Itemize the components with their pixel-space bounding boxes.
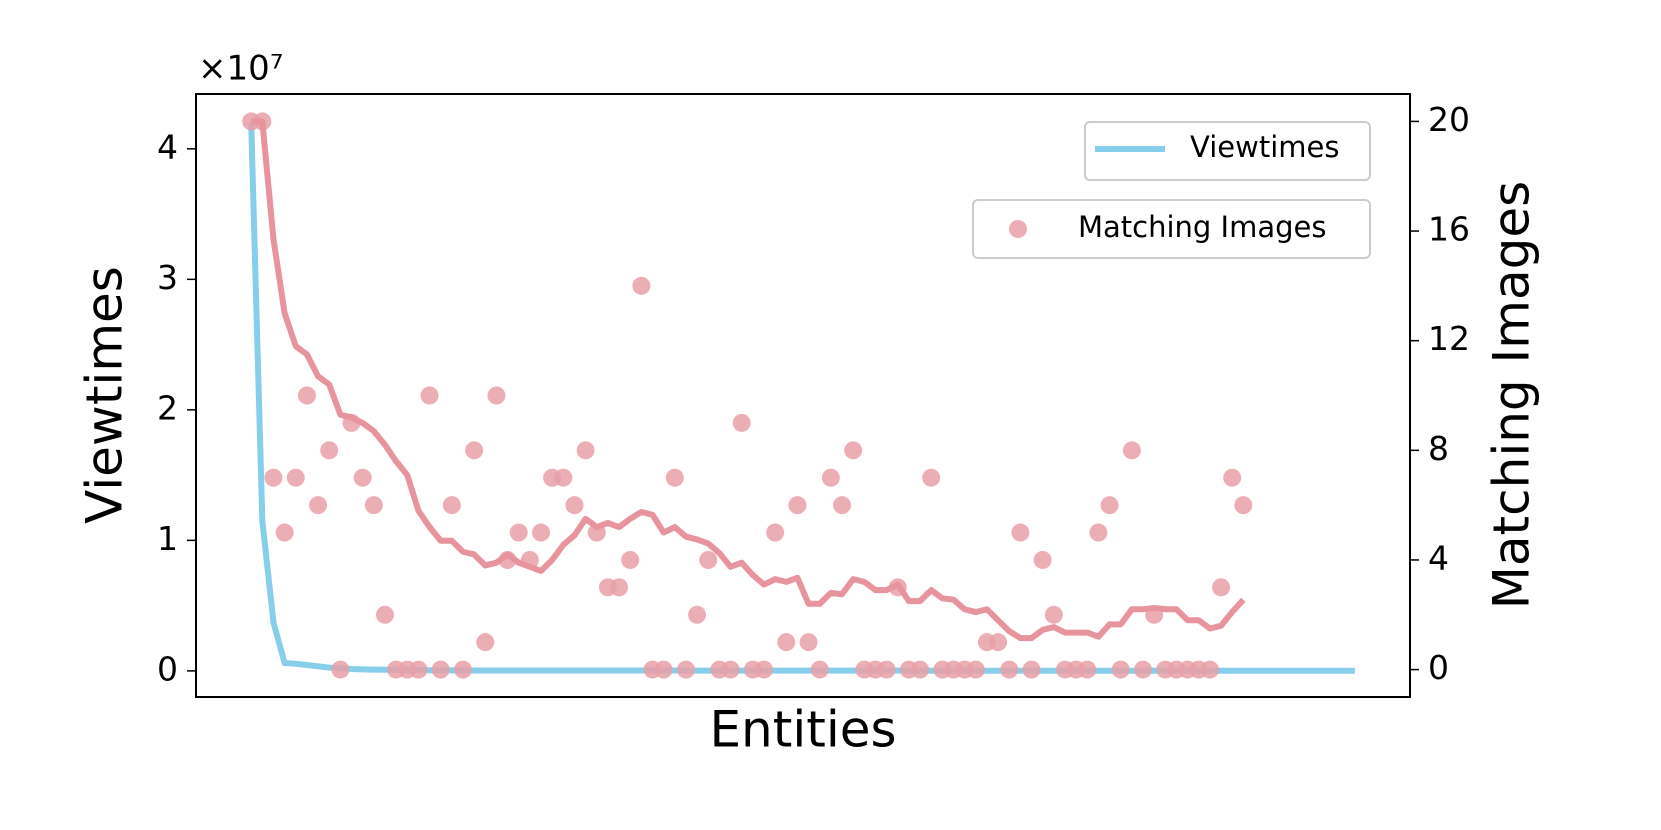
scatter-point [1000,660,1019,679]
scatter-point [877,660,896,679]
scatter-point [264,468,283,487]
scatter-point [1111,660,1130,679]
y2-tick-label: 20 [1428,100,1470,139]
y2-tick-label: 8 [1428,429,1449,468]
scatter-point [833,496,852,515]
scatter-point [1044,605,1063,624]
scatter-point [275,523,294,542]
scatter-point [1212,578,1231,597]
y-tick-label: 3 [157,258,178,297]
y2-axis-label: Matching Images [1483,181,1541,609]
scatter-point [688,605,707,624]
scatter-point [810,660,829,679]
scatter-point [431,660,450,679]
scatter-point [1089,523,1108,542]
y-tick-label: 0 [157,649,178,688]
scatter-point [1234,496,1253,515]
scatter-point [331,660,350,679]
scatter-point [1011,523,1030,542]
y2-tick-label: 0 [1428,648,1449,687]
scatter-point [487,386,506,405]
scatter-point [1134,660,1153,679]
scatter-point [375,605,394,624]
scatter-point [297,386,316,405]
scatter-point [989,633,1008,652]
scatter-point [911,660,930,679]
scatter-point [777,633,796,652]
scatter-point [922,468,941,487]
y2-tick-label: 12 [1428,319,1470,358]
scatter-point [465,441,484,460]
legend-label: Matching Images [1078,210,1326,244]
scatter-point [532,523,551,542]
y-axis-label: Viewtimes [76,266,134,524]
scatter-point [844,441,863,460]
y-offset-label: ×10⁷ [198,49,283,89]
scatter-point [1022,660,1041,679]
scatter-point [309,496,328,515]
scatter-point [766,523,785,542]
x-axis-label: Entities [709,701,896,759]
scatter-point [576,441,595,460]
scatter-point [1122,441,1141,460]
scatter-point [320,441,339,460]
legend-label: Viewtimes [1190,130,1339,164]
scatter-point [1078,660,1097,679]
scatter-point [632,276,651,295]
y2-tick-label: 4 [1428,538,1449,577]
scatter-point [610,578,629,597]
legend-marker [1009,220,1027,238]
scatter-point [554,468,573,487]
scatter-point [799,633,818,652]
scatter-point [364,496,383,515]
scatter-point [621,550,640,569]
scatter-point [1200,660,1219,679]
scatter-point [754,660,773,679]
scatter-point [353,468,372,487]
scatter-point [453,660,472,679]
scatter-point [721,660,740,679]
scatter-point [286,468,305,487]
scatter-point [476,633,495,652]
scatter-point [1223,468,1242,487]
y-tick-label: 2 [157,388,178,427]
scatter-point [676,660,695,679]
scatter-point [565,496,584,515]
scatter-point [788,496,807,515]
scatter-point [442,496,461,515]
series-line [251,118,1246,642]
scatter-point [509,523,528,542]
scatter-point [732,413,751,432]
scatter-point [409,660,428,679]
scatter-point [665,468,684,487]
scatter-point [821,468,840,487]
scatter-point [654,660,673,679]
y2-tick-label: 16 [1428,210,1470,249]
legend-box [972,199,1371,259]
y-tick-label: 1 [157,519,178,558]
scatter-point [420,386,439,405]
scatter-point [966,660,985,679]
legend-box [1084,121,1371,181]
scatter-point [699,550,718,569]
scatter-point [1100,496,1119,515]
y-tick-label: 4 [157,127,178,166]
scatter-point [1033,550,1052,569]
plot-frame [195,93,1411,698]
